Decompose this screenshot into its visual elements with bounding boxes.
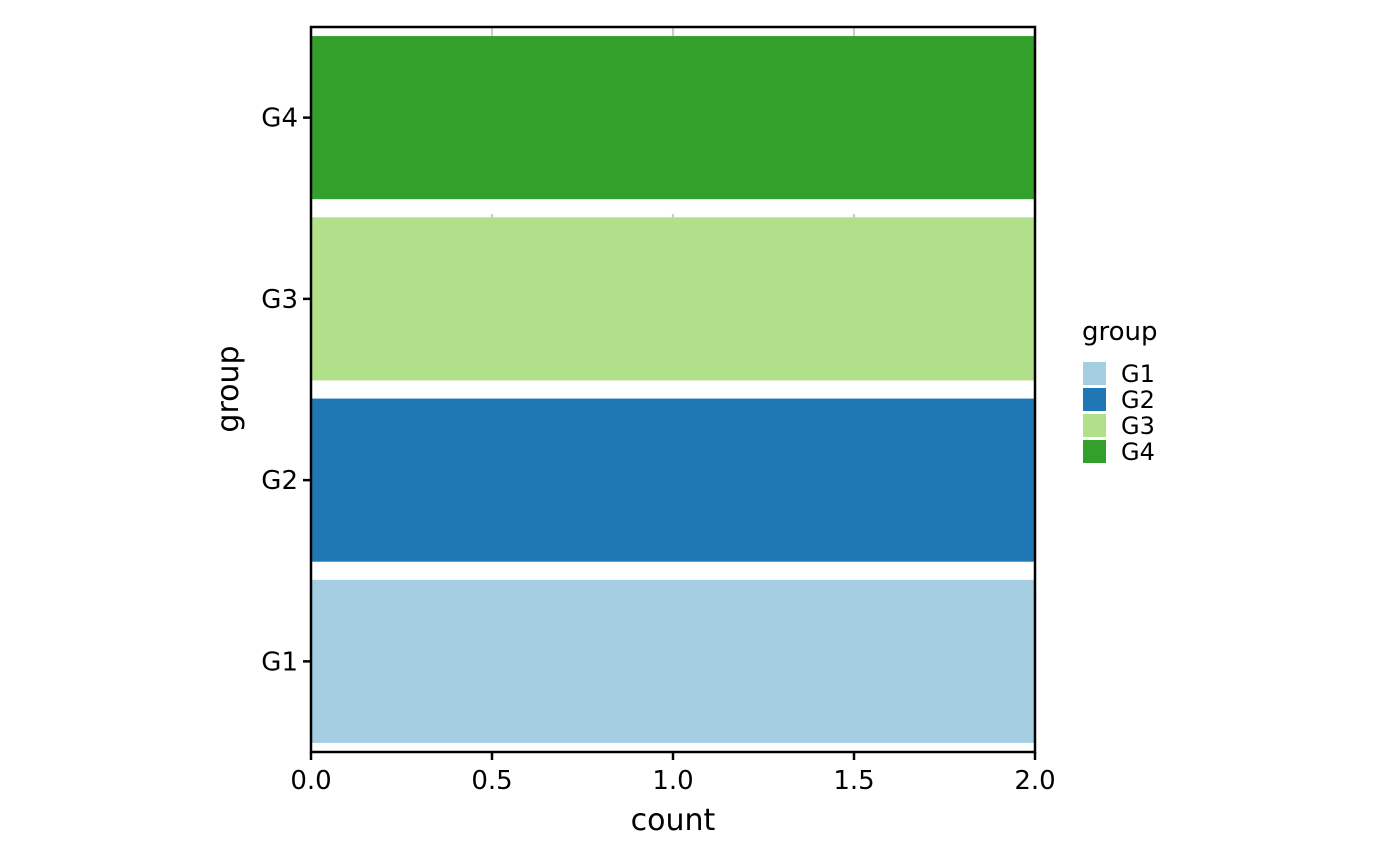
y-tick-label-g2: G2 (261, 466, 298, 496)
legend-label-g3: G3 (1121, 412, 1155, 440)
legend-swatch-g2 (1083, 388, 1106, 411)
legend-swatch-g4 (1083, 440, 1106, 463)
y-axis: G1 G2 G3 G4 (261, 104, 311, 677)
y-tick-label-g1: G1 (261, 647, 298, 677)
x-tick-label: 2.0 (1014, 766, 1055, 796)
x-tick-label: 0.5 (471, 766, 512, 796)
bar-g3 (311, 217, 1035, 381)
legend-swatch-g1 (1083, 362, 1106, 385)
bar-g1 (311, 579, 1035, 743)
x-tick-label: 1.5 (833, 766, 874, 796)
legend-title: group (1082, 317, 1158, 347)
bar-g2 (311, 398, 1035, 562)
legend-label-g2: G2 (1121, 386, 1155, 414)
legend-swatch-g3 (1083, 414, 1106, 437)
bars (311, 36, 1035, 743)
x-axis: 0.0 0.5 1.0 1.5 2.0 (290, 752, 1056, 796)
legend-label-g4: G4 (1121, 438, 1155, 466)
y-tick-label-g4: G4 (261, 104, 298, 134)
x-axis-title: count (631, 803, 716, 838)
x-tick-label: 1.0 (652, 766, 693, 796)
y-tick-label-g3: G3 (261, 285, 298, 315)
x-tick-label: 0.0 (290, 766, 331, 796)
legend-label-g1: G1 (1121, 360, 1155, 388)
bar-g4 (311, 36, 1035, 200)
y-axis-title: group (211, 345, 246, 432)
